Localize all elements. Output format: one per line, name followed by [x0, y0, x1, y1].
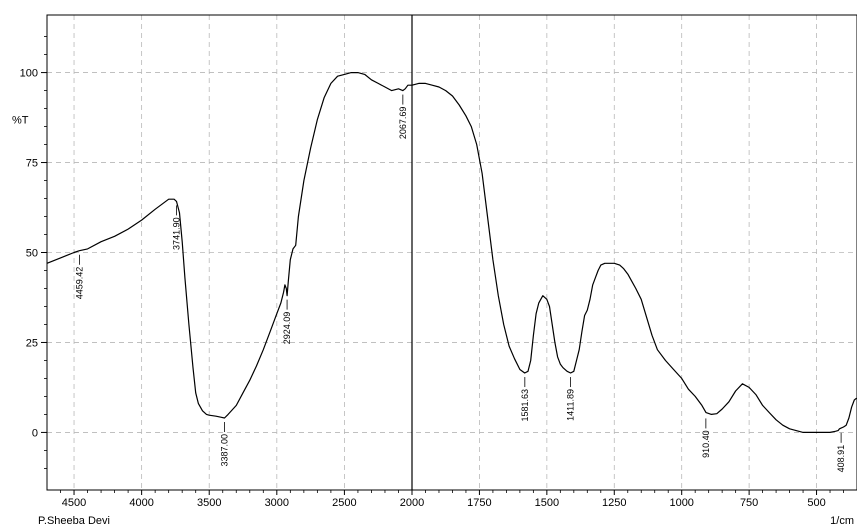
x-tick-label: 2500	[332, 497, 356, 509]
y-tick-label: 25	[26, 337, 38, 349]
y-tick-label: 100	[20, 68, 38, 80]
x-tick-label: 750	[740, 497, 758, 509]
operator-name: P.Sheeba Devi	[38, 515, 110, 527]
peak-label: 3387.00	[220, 434, 230, 467]
x-tick-label: 2000	[400, 497, 424, 509]
peak-label: 408.91	[836, 445, 846, 473]
y-tick-label: 50	[26, 248, 38, 260]
peak-label: 3741.90	[172, 217, 182, 250]
peak-label: 1581.63	[520, 389, 530, 422]
tick-labels: 4500 4000 3500 3000 2500 2000 1750 1500 1250 1000…	[20, 68, 826, 509]
x-tick-label: 1000	[669, 497, 693, 509]
x-tick-label: 4000	[129, 497, 153, 509]
spectrum-series	[46, 72, 857, 433]
peak-label: 910.40	[701, 430, 711, 458]
peak-annotations: 4459.42 3741.90 3387.00 2924.09 2067.69 1581.…	[75, 94, 846, 473]
x-tick-label: 1750	[467, 497, 491, 509]
x-tick-label: 500	[807, 497, 825, 509]
peak-label: 1411.89	[566, 389, 576, 421]
grid-lines	[47, 15, 857, 490]
y-tick-label: 75	[26, 158, 38, 170]
spectrum-line	[46, 72, 857, 433]
peak-label: 2924.09	[282, 312, 292, 345]
y-axis-label: %T	[12, 114, 29, 126]
x-tick-label: 4500	[62, 497, 86, 509]
x-tick-label: 3500	[197, 497, 221, 509]
x-tick-label: 1250	[602, 497, 626, 509]
peak-label: 4459.42	[75, 267, 85, 300]
axis-ticks	[41, 36, 844, 495]
x-axis-unit: 1/cm	[830, 515, 854, 527]
x-tick-label: 1500	[535, 497, 559, 509]
peak-label: 2067.69	[398, 107, 408, 140]
y-tick-label: 0	[32, 427, 38, 439]
x-tick-label: 3000	[265, 497, 289, 509]
